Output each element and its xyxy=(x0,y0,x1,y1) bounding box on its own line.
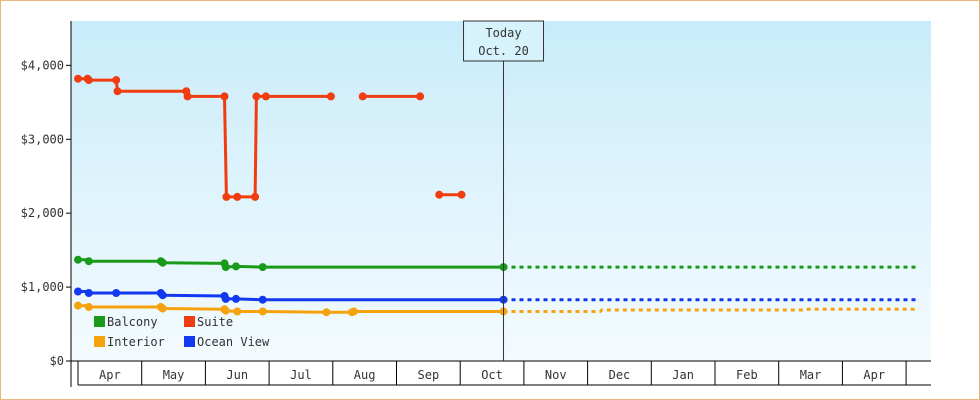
ocean-view-point-1[interactable] xyxy=(74,287,82,296)
y-tick-label: $0 xyxy=(50,354,64,368)
balcony-point-4[interactable] xyxy=(158,258,167,267)
suite-point-4[interactable] xyxy=(112,76,121,85)
interior-point-1[interactable] xyxy=(74,301,82,310)
x-tick-label-oct-7: Oct xyxy=(481,368,503,382)
suite-point-9[interactable] xyxy=(222,192,231,201)
interior-point-9[interactable] xyxy=(322,308,331,317)
ocean-view-point-3[interactable] xyxy=(112,289,121,297)
suite-point-17[interactable] xyxy=(435,190,444,199)
ocean-view-point-8[interactable] xyxy=(232,294,240,303)
legend-swatch-interior xyxy=(94,336,105,347)
x-tick-label-apr-1: Apr xyxy=(99,368,121,382)
balcony-point-7[interactable] xyxy=(232,262,240,271)
suite-point-3[interactable] xyxy=(84,76,93,85)
legend-swatch-suite xyxy=(184,316,195,327)
interior-point-6[interactable] xyxy=(221,306,230,315)
suite-point-8[interactable] xyxy=(220,92,229,101)
balcony-point-2[interactable] xyxy=(84,257,93,266)
suite-point-12[interactable] xyxy=(252,92,261,101)
suite-point-10[interactable] xyxy=(233,192,242,201)
suite-point-15[interactable] xyxy=(358,92,367,101)
suite-point-18[interactable] xyxy=(457,190,466,199)
interior-point-8[interactable] xyxy=(258,307,267,316)
today-label: Today xyxy=(485,26,521,40)
interior-point-4[interactable] xyxy=(158,304,167,313)
legend-label-ocean-view: Ocean View xyxy=(197,335,270,349)
x-tick-label-nov-8: Nov xyxy=(545,368,567,382)
suite-point-13[interactable] xyxy=(261,92,270,101)
balcony-point-8[interactable] xyxy=(258,263,267,272)
suite-line-segment-1 xyxy=(74,77,331,199)
suite-point-16[interactable] xyxy=(416,92,425,101)
today-date: Oct. 20 xyxy=(478,44,529,58)
interior-point-7[interactable] xyxy=(233,307,242,316)
legend-label-suite: Suite xyxy=(197,315,233,329)
suite-point-5[interactable] xyxy=(113,87,122,96)
suite-point-1[interactable] xyxy=(74,74,82,83)
legend-label-balcony: Balcony xyxy=(107,315,158,329)
x-tick-label-apr-13: Apr xyxy=(863,368,885,382)
x-tick-label-may-2: May xyxy=(163,368,185,382)
ocean-view-point-2[interactable] xyxy=(84,289,93,297)
x-tick-label-jan-10: Jan xyxy=(672,368,694,382)
x-tick-label-mar-12: Mar xyxy=(800,368,822,382)
suite-point-14[interactable] xyxy=(326,92,335,101)
x-tick-label-dec-9: Dec xyxy=(609,368,631,382)
interior-point-2[interactable] xyxy=(84,303,93,311)
y-tick-label: $4,000 xyxy=(21,58,64,72)
y-tick-label: $1,000 xyxy=(21,280,64,294)
legend-label-interior: Interior xyxy=(107,335,165,349)
balcony-point-6[interactable] xyxy=(221,263,230,272)
suite-point-11[interactable] xyxy=(251,192,260,201)
interior-projection-line xyxy=(503,307,919,313)
ocean-view-point-5[interactable] xyxy=(158,291,167,300)
plot-background xyxy=(71,21,931,361)
today-box xyxy=(463,20,545,62)
legend-swatch-ocean-view xyxy=(184,336,195,347)
x-tick-label-aug-5: Aug xyxy=(354,368,376,382)
y-tick-label: $3,000 xyxy=(21,132,64,146)
x-tick-label-jun-3: Jun xyxy=(226,368,248,382)
ocean-view-point-9[interactable] xyxy=(258,295,267,304)
legend-swatch-balcony xyxy=(94,316,105,327)
series-markers xyxy=(74,74,508,317)
x-tick-label-sep-6: Sep xyxy=(418,368,440,382)
ocean-view-point-7[interactable] xyxy=(221,294,230,303)
suite-point-7[interactable] xyxy=(183,92,192,101)
today-marker: Today Oct. 20 xyxy=(463,20,545,361)
axes: $0 $1,000 $2,000 $3,000 $4,000 Apr May Jun Jul Au… xyxy=(21,21,931,387)
legend: Balcony Suite Interior Ocean View xyxy=(94,315,270,349)
balcony-point-1[interactable] xyxy=(74,255,82,264)
interior-point-11[interactable] xyxy=(349,307,358,316)
x-tick-label-feb-11: Feb xyxy=(736,368,758,382)
x-tick-label-jul-4: Jul xyxy=(290,368,312,382)
y-tick-label: $2,000 xyxy=(21,206,64,220)
